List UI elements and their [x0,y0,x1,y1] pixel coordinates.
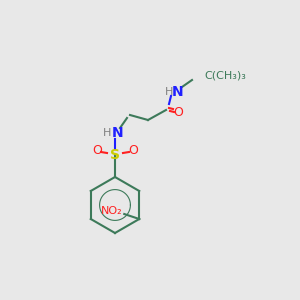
Text: N: N [112,126,124,140]
Text: O: O [128,143,138,157]
Text: C(CH₃)₃: C(CH₃)₃ [204,70,246,80]
Text: O: O [173,106,183,119]
Text: O: O [92,143,102,157]
Text: H: H [165,87,173,97]
Text: S: S [110,148,120,162]
Text: NO₂: NO₂ [100,206,122,216]
Text: N: N [172,85,184,99]
Text: H: H [103,128,111,138]
